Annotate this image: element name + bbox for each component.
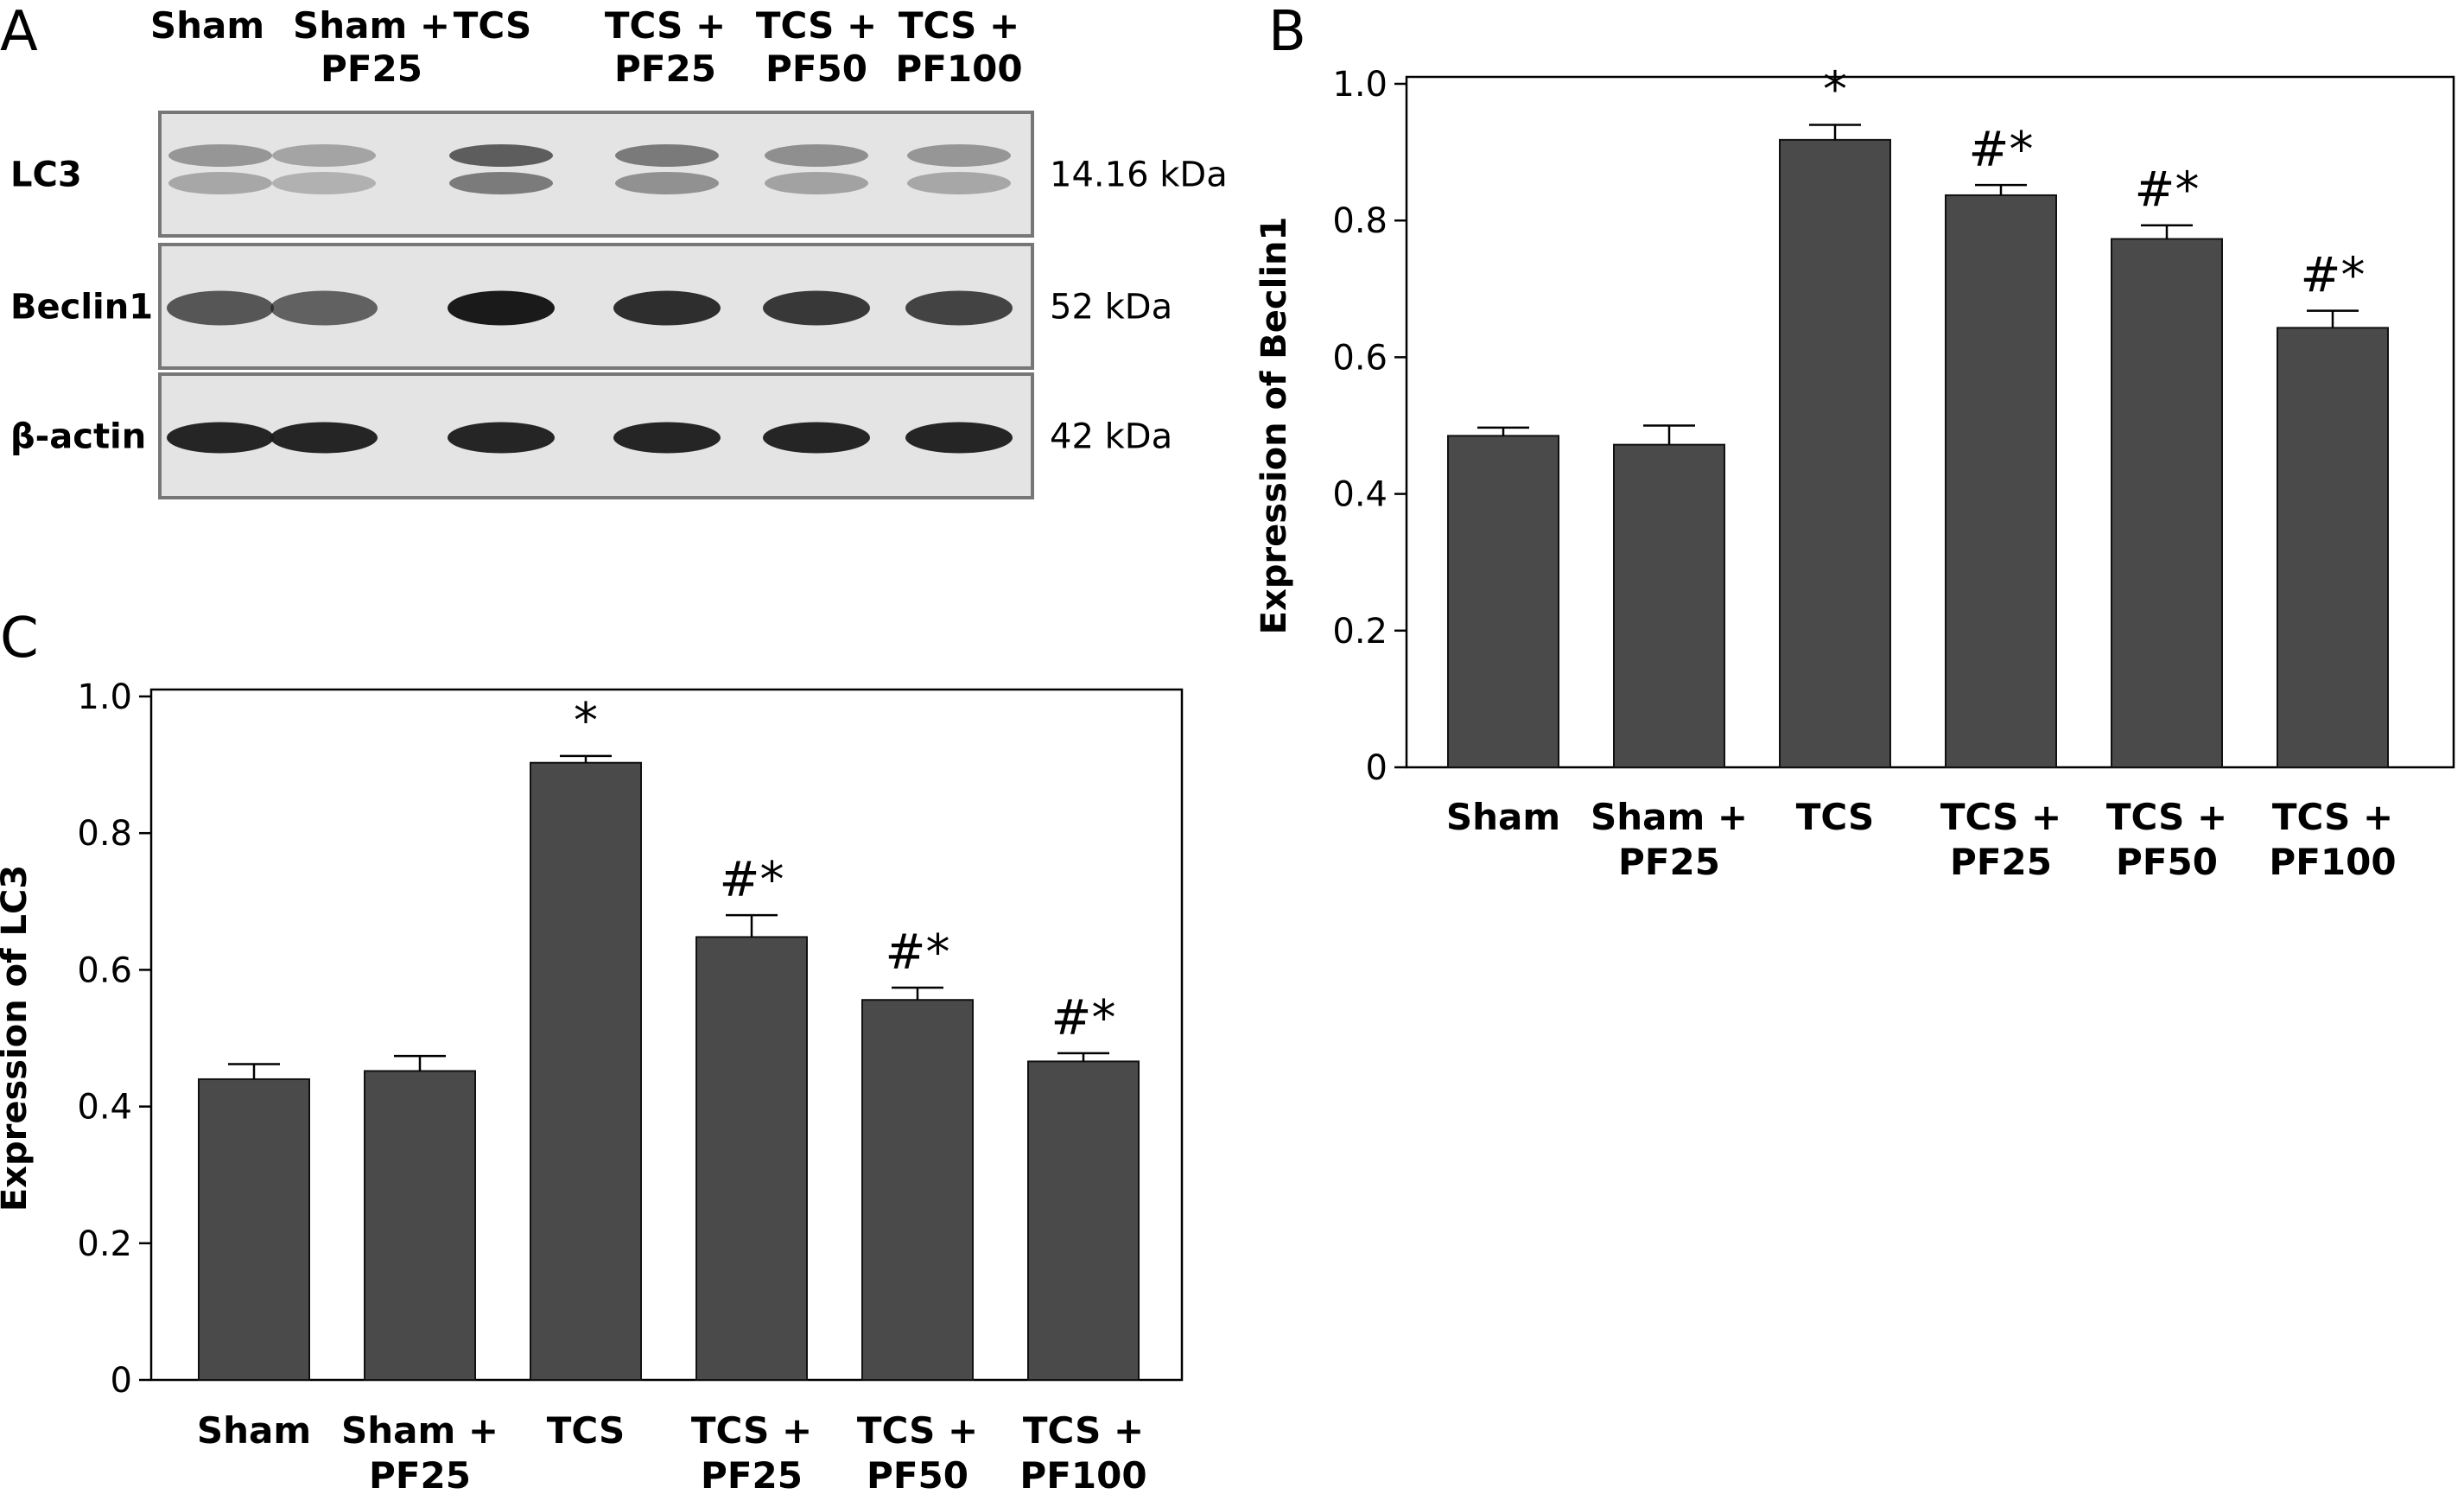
bar: [1027, 1060, 1140, 1382]
blot-band: [270, 290, 378, 326]
significance-marker: #*: [2135, 162, 2200, 219]
x-tick-label: TCS: [1796, 796, 1875, 838]
lane-label: TCS + PF50: [756, 4, 877, 90]
significance-marker: *: [1823, 61, 1847, 118]
panel-label-a: A: [0, 0, 38, 64]
bar: [1447, 435, 1559, 768]
plot-frame: [1405, 75, 2455, 769]
bar: [861, 999, 974, 1381]
significance-marker: *: [574, 693, 598, 749]
lane-label: TCS + PF25: [605, 4, 726, 90]
blot-band: [615, 172, 719, 194]
lc3-bar-chart: 0 0.2 0.4 0.6 0.8 1.0 Expression of LC3 Sham Sha…: [0, 677, 1184, 1494]
y-tick-label: 0.8: [1332, 201, 1388, 241]
blot-row-label: LC3: [10, 156, 82, 195]
bar: [198, 1078, 310, 1381]
y-tick-label: 0.4: [77, 1088, 132, 1128]
y-tick-label: 1.0: [1332, 65, 1388, 105]
y-tick-label: 0: [1366, 748, 1388, 788]
lane-label: TCS: [454, 4, 532, 47]
bar: [695, 936, 808, 1381]
blot-band: [763, 290, 870, 326]
molecular-weight-label: 42 kDa: [1050, 417, 1172, 457]
y-tick-label: 0.2: [77, 1224, 132, 1264]
molecular-weight-label: 14.16 kDa: [1050, 156, 1228, 195]
plot-frame: [149, 688, 1184, 1382]
blot-band: [765, 144, 868, 167]
panel-label-c: C: [0, 607, 39, 671]
lane-label: Sham + PF25: [293, 4, 450, 90]
lane-label: Sham: [150, 4, 264, 47]
x-tick-label: TCS + PF100: [1019, 1409, 1146, 1494]
blot-band: [905, 290, 1013, 326]
significance-marker: #*: [886, 925, 950, 981]
y-tick-label: 0.4: [1332, 475, 1388, 515]
blot-band: [272, 144, 376, 167]
x-tick-label: TCS: [547, 1409, 626, 1452]
x-tick-label: Sham + PF25: [341, 1409, 499, 1494]
y-tick-label: 0.6: [77, 950, 132, 990]
bar: [1945, 194, 2057, 769]
bar: [530, 761, 642, 1381]
y-tick-label: 1.0: [77, 677, 132, 717]
y-tick-label: 0: [111, 1361, 132, 1401]
y-tick-label: 0.8: [77, 814, 132, 854]
blot-strip: [158, 111, 1034, 238]
significance-marker: #*: [2301, 248, 2366, 304]
blot-band: [905, 422, 1013, 454]
x-tick-label: TCS + PF25: [1940, 796, 2061, 883]
x-tick-label: TCS + PF50: [857, 1409, 978, 1494]
blot-band: [167, 290, 274, 326]
y-axis-label: Expression of LC3: [0, 865, 35, 1211]
y-axis-label: Expression of Beclin1: [1254, 217, 1294, 635]
blot-band: [763, 422, 870, 454]
beclin1-bar-chart: 0 0.2 0.4 0.6 0.8 1.0 Expression of Beclin1 Sha…: [1254, 61, 2455, 883]
blot-band: [272, 172, 376, 194]
y-tick-label: 0.2: [1332, 612, 1388, 652]
blot-band: [448, 422, 555, 454]
blot-row-label: Beclin1: [10, 288, 153, 327]
significance-marker: #*: [1051, 990, 1116, 1046]
x-tick-label: Sham + PF25: [1591, 796, 1748, 883]
bar: [2277, 327, 2389, 768]
x-tick-label: Sham: [197, 1409, 311, 1452]
significance-marker: #*: [720, 852, 784, 908]
x-tick-label: TCS + PF50: [2106, 796, 2227, 883]
blot-band: [449, 144, 553, 167]
blot-row-label: β-actin: [10, 417, 146, 457]
panel-label-b: B: [1268, 0, 1306, 64]
blot-band: [448, 290, 555, 326]
blot-band: [168, 144, 272, 167]
x-tick-label: Sham: [1446, 796, 1560, 838]
blot-band: [270, 422, 378, 454]
molecular-weight-label: 52 kDa: [1050, 288, 1172, 327]
x-tick-label: TCS + PF25: [691, 1409, 812, 1494]
bar: [364, 1070, 476, 1382]
bar: [2111, 238, 2223, 768]
blot-band: [765, 172, 868, 194]
blot-band: [907, 144, 1011, 167]
x-tick-label: TCS + PF100: [2269, 796, 2396, 883]
blot-band: [613, 290, 721, 326]
blot-band: [449, 172, 553, 194]
blot-band: [615, 144, 719, 167]
blot-band: [907, 172, 1011, 194]
bar: [1779, 138, 1891, 768]
blot-band: [167, 422, 274, 454]
lane-label: TCS + PF100: [895, 4, 1022, 90]
significance-marker: #*: [1969, 122, 2034, 178]
bar: [1613, 443, 1725, 768]
blot-band: [168, 172, 272, 194]
y-tick-label: 0.6: [1332, 338, 1388, 378]
blot-band: [613, 422, 721, 454]
